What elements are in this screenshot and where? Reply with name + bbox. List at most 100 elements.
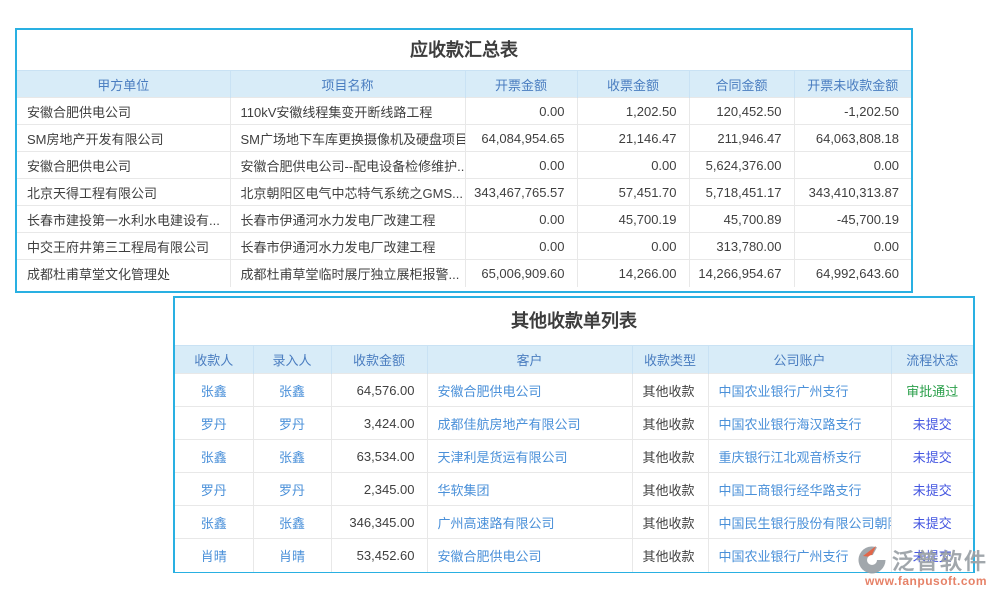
col-customer: 客户 [427, 345, 633, 374]
cell-customer[interactable]: 安徽合肥供电公司 [427, 373, 633, 407]
cell-type: 其他收款 [632, 439, 709, 473]
col-receipt-amount: 收款金额 [331, 345, 428, 374]
cell-party-a: 安徽合肥供电公司 [17, 97, 231, 125]
receipts-header-row: 收款人 录入人 收款金额 客户 收款类型 公司账户 流程状态 [175, 345, 973, 374]
status-badge: 审批通过 [891, 373, 973, 407]
col-payee: 收款人 [175, 345, 254, 374]
status-badge: 未提交 [891, 505, 973, 539]
table-row[interactable]: 北京天得工程有限公司 北京朝阳区电气中芯特气系统之GMS... 343,467,… [17, 178, 911, 206]
cell-project: 长春市伊通河水力发电厂改建工程 [230, 205, 466, 233]
status-badge: 未提交 [891, 406, 973, 440]
table-row[interactable]: 张鑫 张鑫 346,345.00 广州高速路有限公司 其他收款 中国民生银行股份… [175, 505, 973, 539]
cell-contract-amount: 5,624,376.00 [689, 151, 795, 179]
col-company-account: 公司账户 [708, 345, 892, 374]
cell-contract-amount: 45,700.89 [689, 205, 795, 233]
cell-unpaid-amount: 343,410,313.87 [794, 178, 911, 206]
cell-payee[interactable]: 张鑫 [175, 505, 254, 539]
cell-unpaid-amount: -1,202.50 [794, 97, 911, 125]
cell-unpaid-amount: 64,063,808.18 [794, 124, 911, 152]
cell-type: 其他收款 [632, 406, 709, 440]
cell-contract-amount: 313,780.00 [689, 232, 795, 260]
col-received-invoice-amount: 收票金额 [577, 70, 690, 98]
cell-amount: 63,534.00 [331, 439, 428, 473]
cell-account[interactable]: 重庆银行江北观音桥支行 [708, 439, 892, 473]
cell-invoice-amount: 0.00 [465, 151, 578, 179]
table-row[interactable]: 中交王府井第三工程局有限公司 长春市伊通河水力发电厂改建工程 0.00 0.00… [17, 232, 911, 260]
cell-project: 长春市伊通河水力发电厂改建工程 [230, 232, 466, 260]
cell-project: 110kV安徽线程集变开断线路工程 [230, 97, 466, 125]
table-row[interactable]: 安徽合肥供电公司 110kV安徽线程集变开断线路工程 0.00 1,202.50… [17, 97, 911, 125]
cell-entry-person[interactable]: 张鑫 [253, 439, 332, 473]
cell-customer[interactable]: 成都佳航房地产有限公司 [427, 406, 633, 440]
cell-payee[interactable]: 罗丹 [175, 406, 254, 440]
cell-unpaid-amount: 0.00 [794, 151, 911, 179]
receipts-table-panel: 其他收款单列表 收款人 录入人 收款金额 客户 收款类型 公司账户 流程状态 张… [173, 296, 975, 573]
cell-entry-person[interactable]: 张鑫 [253, 505, 332, 539]
table-row[interactable]: SM房地产开发有限公司 SM广场地下车库更换摄像机及硬盘项目 64,084,95… [17, 124, 911, 152]
table-row[interactable]: 罗丹 罗丹 2,345.00 华软集团 其他收款 中国工商银行经华路支行 未提交 [175, 472, 973, 506]
cell-unpaid-amount: -45,700.19 [794, 205, 911, 233]
cell-received-amount: 57,451.70 [577, 178, 690, 206]
cell-type: 其他收款 [632, 538, 709, 572]
table-row[interactable]: 成都杜甫草堂文化管理处 成都杜甫草堂临时展厅独立展柜报警... 65,006,9… [17, 259, 911, 287]
cell-party-a: 北京天得工程有限公司 [17, 178, 231, 206]
cell-account[interactable]: 中国农业银行海汉路支行 [708, 406, 892, 440]
cell-customer[interactable]: 广州高速路有限公司 [427, 505, 633, 539]
cell-payee[interactable]: 张鑫 [175, 373, 254, 407]
cell-account[interactable]: 中国民生银行股份有限公司朝阳... [708, 505, 892, 539]
cell-payee[interactable]: 肖晴 [175, 538, 254, 572]
table-row[interactable]: 长春市建投第一水利水电建设有... 长春市伊通河水力发电厂改建工程 0.00 4… [17, 205, 911, 233]
cell-contract-amount: 120,452.50 [689, 97, 795, 125]
cell-customer[interactable]: 天津利是货运有限公司 [427, 439, 633, 473]
cell-account[interactable]: 中国农业银行广州支行 [708, 373, 892, 407]
cell-type: 其他收款 [632, 373, 709, 407]
summary-header-row: 甲方单位 项目名称 开票金额 收票金额 合同金额 开票未收款金额 [17, 70, 911, 98]
cell-unpaid-amount: 64,992,643.60 [794, 259, 911, 287]
table-row[interactable]: 安徽合肥供电公司 安徽合肥供电公司--配电设备检修维护... 0.00 0.00… [17, 151, 911, 179]
col-invoiced-unpaid-amount: 开票未收款金额 [794, 70, 911, 98]
cell-type: 其他收款 [632, 505, 709, 539]
cell-entry-person[interactable]: 肖晴 [253, 538, 332, 572]
cell-customer[interactable]: 安徽合肥供电公司 [427, 538, 633, 572]
cell-payee[interactable]: 罗丹 [175, 472, 254, 506]
cell-entry-person[interactable]: 罗丹 [253, 472, 332, 506]
cell-amount: 3,424.00 [331, 406, 428, 440]
watermark-url-text: www.fanpusoft.com [864, 574, 988, 588]
cell-payee[interactable]: 张鑫 [175, 439, 254, 473]
receipts-table-title: 其他收款单列表 [511, 311, 637, 331]
col-project-name: 项目名称 [230, 70, 466, 98]
cell-received-amount: 14,266.00 [577, 259, 690, 287]
summary-table-panel: 应收款汇总表 甲方单位 项目名称 开票金额 收票金额 合同金额 开票未收款金额 … [15, 28, 913, 293]
cell-contract-amount: 5,718,451.17 [689, 178, 795, 206]
receipts-table: 收款人 录入人 收款金额 客户 收款类型 公司账户 流程状态 张鑫 张鑫 64,… [175, 345, 973, 572]
col-contract-amount: 合同金额 [689, 70, 795, 98]
cell-party-a: SM房地产开发有限公司 [17, 124, 231, 152]
cell-customer[interactable]: 华软集团 [427, 472, 633, 506]
status-badge: 未提交 [891, 538, 973, 572]
table-row[interactable]: 张鑫 张鑫 63,534.00 天津利是货运有限公司 其他收款 重庆银行江北观音… [175, 439, 973, 473]
cell-project: 北京朝阳区电气中芯特气系统之GMS... [230, 178, 466, 206]
col-entry-person: 录入人 [253, 345, 332, 374]
cell-party-a: 长春市建投第一水利水电建设有... [17, 205, 231, 233]
cell-invoice-amount: 343,467,765.57 [465, 178, 578, 206]
cell-invoice-amount: 64,084,954.65 [465, 124, 578, 152]
cell-project: SM广场地下车库更换摄像机及硬盘项目 [230, 124, 466, 152]
cell-account[interactable]: 中国农业银行广州支行 [708, 538, 892, 572]
col-receipt-type: 收款类型 [632, 345, 709, 374]
col-invoice-amount: 开票金额 [465, 70, 578, 98]
cell-amount: 346,345.00 [331, 505, 428, 539]
table-row[interactable]: 肖晴 肖晴 53,452.60 安徽合肥供电公司 其他收款 中国农业银行广州支行… [175, 538, 973, 572]
cell-amount: 2,345.00 [331, 472, 428, 506]
cell-project: 安徽合肥供电公司--配电设备检修维护... [230, 151, 466, 179]
table-row[interactable]: 罗丹 罗丹 3,424.00 成都佳航房地产有限公司 其他收款 中国农业银行海汉… [175, 406, 973, 440]
cell-entry-person[interactable]: 张鑫 [253, 373, 332, 407]
table-row[interactable]: 张鑫 张鑫 64,576.00 安徽合肥供电公司 其他收款 中国农业银行广州支行… [175, 373, 973, 407]
cell-entry-person[interactable]: 罗丹 [253, 406, 332, 440]
cell-received-amount: 0.00 [577, 232, 690, 260]
cell-received-amount: 0.00 [577, 151, 690, 179]
cell-type: 其他收款 [632, 472, 709, 506]
cell-received-amount: 45,700.19 [577, 205, 690, 233]
cell-received-amount: 21,146.47 [577, 124, 690, 152]
cell-account[interactable]: 中国工商银行经华路支行 [708, 472, 892, 506]
cell-invoice-amount: 65,006,909.60 [465, 259, 578, 287]
